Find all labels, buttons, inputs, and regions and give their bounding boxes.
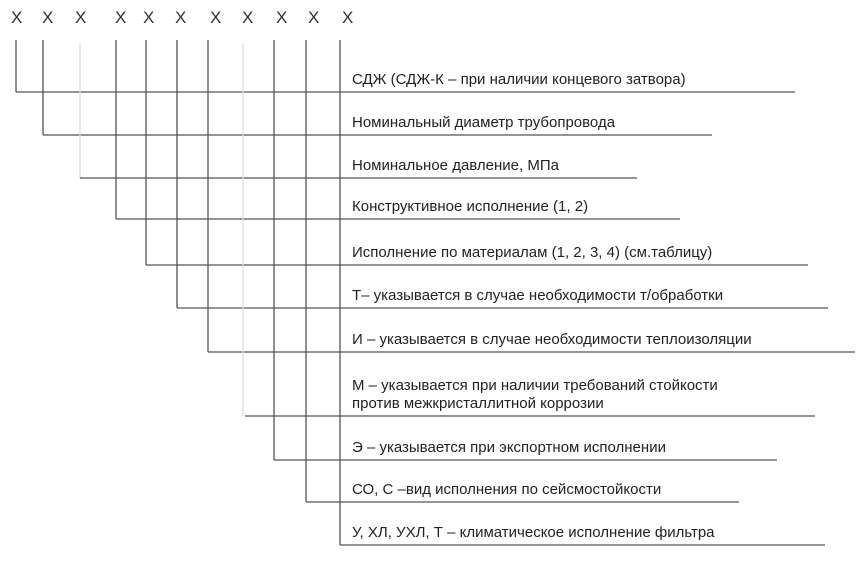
code-position-2: X (42, 8, 54, 27)
item-label-2: Номинальный диаметр трубопровода (352, 114, 616, 131)
item-label-8: М – указывается при наличии требований с… (352, 377, 718, 412)
item-label-9: Э – указывается при экспортном исполнени… (352, 439, 666, 456)
code-position-5: X (143, 8, 155, 27)
item-label-3: Номинальное давление, МПа (352, 157, 559, 174)
code-position-4: X (115, 8, 127, 27)
code-position-10: X (308, 8, 320, 27)
code-position-7: X (210, 8, 222, 27)
code-position-11: X (342, 8, 354, 27)
code-position-9: X (276, 8, 288, 27)
item-label-5: Исполнение по материалам (1, 2, 3, 4) (с… (352, 244, 713, 261)
code-position-1: X (11, 8, 23, 27)
item-label-6: Т– указывается в случае необходимости т/… (352, 287, 724, 304)
item-label-1: СДЖ (СДЖ-К – при наличии концевого затво… (352, 71, 686, 88)
item-label-10: СО, С –вид исполнения по сейсмостойкости (352, 481, 662, 498)
code-position-6: X (175, 8, 187, 27)
code-position-3: X (75, 8, 87, 27)
item-label-11: У, ХЛ, УХЛ, Т – климатическое исполнение… (352, 524, 715, 541)
item-label-7: И – указывается в случае необходимости т… (352, 331, 752, 348)
code-position-8: X (242, 8, 254, 27)
item-label-4: Конструктивное исполнение (1, 2) (352, 198, 589, 215)
